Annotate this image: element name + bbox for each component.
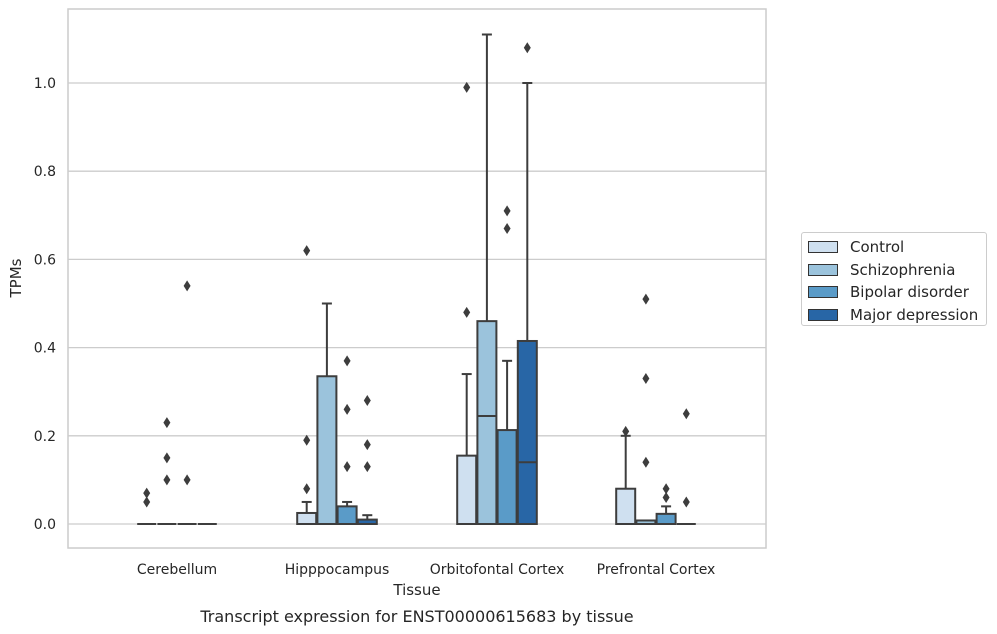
outlier-point <box>642 372 650 384</box>
box-series-group <box>137 33 696 526</box>
legend-item: Schizophrenia <box>808 259 986 282</box>
box-body <box>456 454 478 525</box>
box-1-1 <box>316 302 338 526</box>
legend-label: Schizophrenia <box>850 260 956 279</box>
box-body <box>336 505 358 525</box>
legend-label: Major depression <box>850 305 979 324</box>
y-tick-labels: 0.0 0.2 0.4 0.6 0.8 1.0 <box>34 76 56 533</box>
outlier-point <box>183 280 191 292</box>
grid-lines <box>68 82 766 525</box>
box-0-3 <box>615 425 637 525</box>
y-tick-label: 0.4 <box>34 341 56 357</box>
outlier-point <box>682 408 690 420</box>
box-0-0 <box>137 487 157 525</box>
x-tick-label: Prefrontal Cortex <box>597 562 716 578</box>
plot-frame <box>67 8 767 549</box>
outlier-point <box>303 434 311 446</box>
legend: Control Schizophrenia Bipolar disorder Majo… <box>801 232 987 326</box>
legend-label: Bipolar disorder <box>850 283 969 302</box>
outlier-point <box>463 81 471 93</box>
outlier-point <box>463 306 471 318</box>
legend-swatch <box>808 241 838 254</box>
outlier-point <box>363 439 371 451</box>
outlier-point <box>503 223 511 235</box>
box-2-1 <box>336 355 358 525</box>
box-2-3 <box>655 483 677 525</box>
box-3-1 <box>356 395 378 526</box>
outlier-point <box>163 452 171 464</box>
y-tick-label: 1.0 <box>34 76 56 92</box>
box-1-0 <box>157 417 177 525</box>
box-0-1 <box>296 245 318 525</box>
y-axis-label: TPMs <box>7 258 25 298</box>
legend-item: Major depression <box>808 304 986 327</box>
legend-swatch <box>808 308 838 321</box>
x-axis-label: Tissue <box>392 581 440 599</box>
y-tick-label: 0.6 <box>34 252 56 268</box>
box-3-2 <box>516 42 538 525</box>
outlier-point <box>662 483 670 495</box>
outlier-point <box>662 492 670 504</box>
box-0-2 <box>456 81 478 525</box>
outlier-point <box>622 425 630 437</box>
box-1-2 <box>476 33 498 526</box>
outlier-point <box>343 355 351 367</box>
box-1-3 <box>635 293 657 525</box>
box-body <box>316 375 338 526</box>
box-body <box>496 429 518 525</box>
box-body <box>476 320 498 526</box>
x-tick-labels: Cerebellum Hipppocampus Orbitofontal Corte… <box>137 562 715 578</box>
legend-label: Control <box>850 238 905 257</box>
y-tick-label: 0.8 <box>34 164 56 180</box>
x-tick-label: Cerebellum <box>137 562 217 578</box>
y-tick-label: 0.0 <box>34 517 56 533</box>
box-body <box>655 512 677 525</box>
box-2-0 <box>177 280 197 525</box>
legend-swatch <box>808 263 838 276</box>
outlier-point <box>363 461 371 473</box>
outlier-point <box>642 456 650 468</box>
box-body <box>296 511 318 525</box>
box-body <box>615 487 637 525</box>
legend-item: Bipolar disorder <box>808 281 986 304</box>
legend-item: Control <box>808 236 986 259</box>
outlier-point <box>303 483 311 495</box>
outlier-point <box>143 496 151 508</box>
outlier-point <box>163 474 171 486</box>
outlier-point <box>343 403 351 415</box>
box-2-2 <box>496 205 518 525</box>
x-tick-label: Orbitofontal Cortex <box>430 562 565 578</box>
box-3-3 <box>676 408 696 525</box>
chart-caption: Transcript expression for ENST0000061568… <box>199 607 633 626</box>
outlier-point <box>143 487 151 499</box>
outlier-point <box>363 395 371 407</box>
outlier-point <box>163 417 171 429</box>
box-body <box>516 339 538 525</box>
outlier-point <box>503 205 511 217</box>
outlier-point <box>523 42 531 54</box>
outlier-point <box>642 293 650 305</box>
outlier-point <box>682 496 690 508</box>
outlier-point <box>183 474 191 486</box>
x-tick-label: Hipppocampus <box>285 562 390 578</box>
outlier-point <box>343 461 351 473</box>
y-tick-label: 0.2 <box>34 429 56 445</box>
outlier-point <box>303 245 311 257</box>
legend-swatch <box>808 286 838 299</box>
